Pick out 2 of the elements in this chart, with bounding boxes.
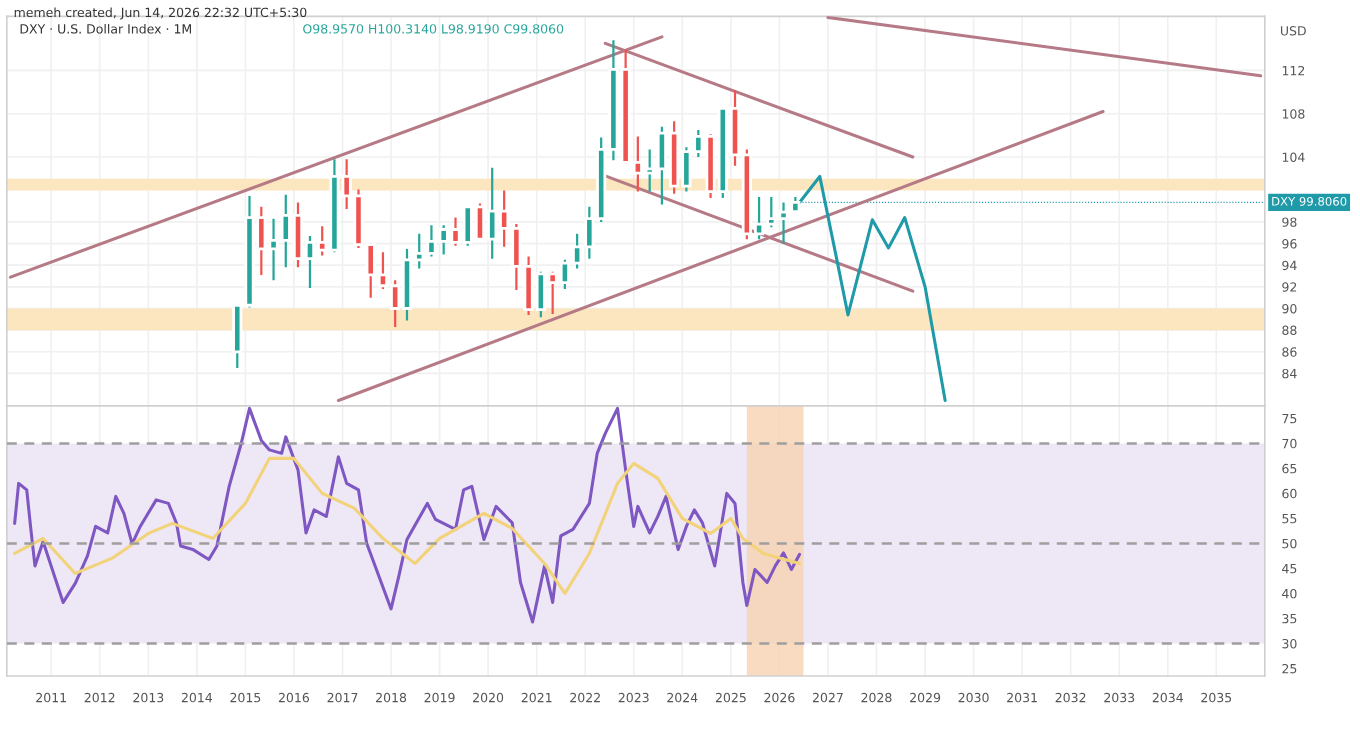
line-series	[13, 456, 802, 595]
line-series	[13, 406, 802, 624]
